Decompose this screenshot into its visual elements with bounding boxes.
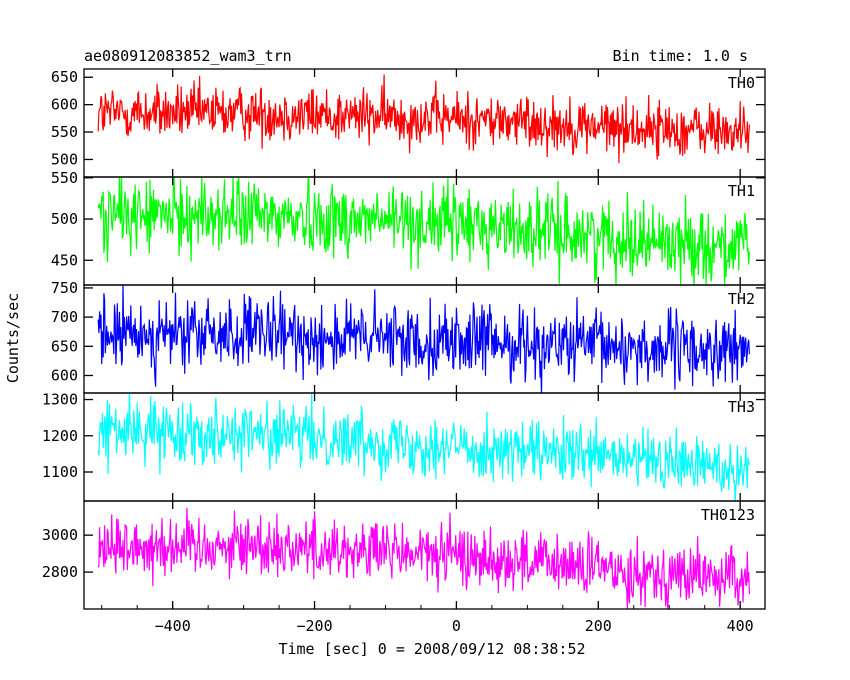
series-line-th0123	[97, 507, 750, 609]
x-tick-label: 400	[727, 617, 754, 635]
x-tick-label: −400	[155, 617, 191, 635]
x-tick-label: 0	[452, 617, 461, 635]
y-tick-label: 650	[51, 68, 78, 86]
chart-title: ae080912083852_wam3_trn	[84, 47, 292, 65]
y-tick-label: 500	[51, 150, 78, 168]
y-tick-label: 3000	[42, 526, 78, 544]
y-tick-label: 550	[51, 123, 78, 141]
y-tick-label: 1200	[42, 427, 78, 445]
x-axis: −400 −200 0 200 400	[101, 605, 754, 635]
y-tick-label: 600	[51, 96, 78, 114]
panel-name-label: TH3	[728, 398, 755, 416]
panel-th1: 450 500 550 TH1	[51, 169, 766, 286]
y-tick-label: 650	[51, 337, 78, 355]
panel-name-label: TH2	[728, 290, 755, 308]
series-line-th0	[97, 74, 750, 164]
panel-frame	[83, 500, 766, 610]
panel-th0: 500 550 600 650 TH0	[51, 68, 766, 178]
bin-time-label: Bin time: 1.0 s	[613, 47, 748, 65]
panel-name-label: TH0123	[701, 506, 755, 524]
y-tick-label: 700	[51, 308, 78, 326]
y-tick-label: 1300	[42, 391, 78, 409]
series-line-th3	[97, 393, 750, 501]
x-tick-label: 200	[585, 617, 612, 635]
x-axis-label: Time [sec] 0 = 2008/09/12 08:38:52	[278, 640, 585, 658]
panel-th2: 600 650 700 750 TH2	[51, 279, 766, 394]
y-tick-label: 750	[51, 279, 78, 297]
y-tick-label: 450	[51, 251, 78, 269]
series-line-th1	[97, 177, 750, 285]
series-line-th2	[97, 285, 750, 393]
y-tick-label: 600	[51, 366, 78, 384]
y-axis-label: Counts/sec	[4, 293, 22, 383]
panel-th0123: 2800 3000 TH0123	[42, 500, 766, 610]
y-tick-label: 550	[51, 169, 78, 187]
y-tick-label: 500	[51, 210, 78, 228]
panel-th3: 1100 1200 1300 TH3	[42, 391, 766, 502]
y-tick-label: 1100	[42, 463, 78, 481]
y-tick-label: 2800	[42, 563, 78, 581]
panel-name-label: TH1	[728, 182, 755, 200]
panel-name-label: TH0	[728, 74, 755, 92]
x-tick-label: −200	[296, 617, 332, 635]
